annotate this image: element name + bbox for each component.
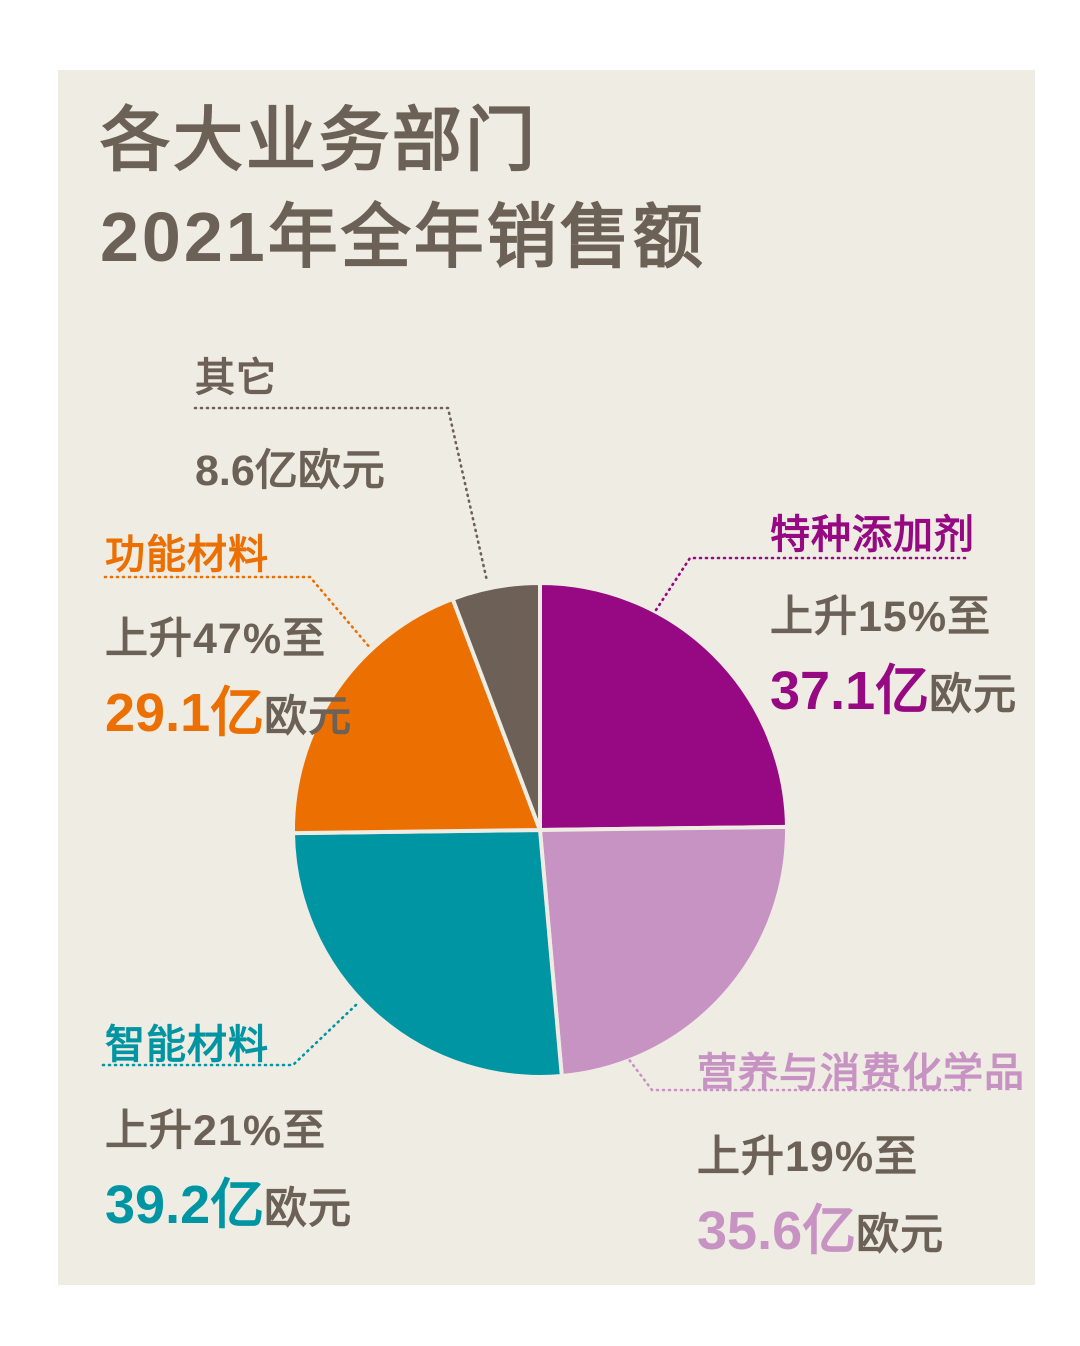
callout-nutrition-consumer-chemicals: 营养与消费化学品 上升19%至 35.6亿欧元: [697, 1040, 1025, 1265]
pie-slice-1: [538, 824, 790, 1078]
pie-slice-0: [538, 581, 789, 832]
callout-functional-materials: 功能材料 上升47%至 29.1亿欧元: [105, 522, 352, 747]
callout-functional-label: 功能材料: [105, 533, 269, 577]
callout-nutrition-suffix: 欧元: [856, 1211, 945, 1259]
callout-other-amount: 8.6亿: [195, 447, 298, 495]
callout-specialty-value: 37.1亿欧元: [770, 646, 1017, 725]
chart-title-line2: 2021年全年销售额: [100, 198, 706, 276]
callout-specialty-amount: 37.1亿: [770, 661, 930, 721]
callout-smart-rise: 上升21%至: [105, 1107, 327, 1155]
leader-line-0: [654, 556, 967, 612]
callout-specialty-additives: 特种添加剂 上升15%至 37.1亿欧元: [770, 502, 1017, 725]
callout-functional-value: 29.1亿欧元: [105, 668, 352, 747]
callout-nutrition-label: 营养与消费化学品: [697, 1051, 1025, 1095]
leader-line-3: [103, 575, 373, 651]
callout-nutrition-amount: 35.6亿: [697, 1201, 857, 1261]
chart-title: 各大业务部门 2021年全年销售额: [100, 92, 706, 286]
callout-other-suffix: 欧元: [297, 447, 386, 495]
callout-nutrition-rise: 上升19%至: [697, 1133, 919, 1181]
callout-smart-suffix: 欧元: [264, 1185, 353, 1233]
callout-other-label: 其它: [195, 356, 277, 400]
callout-specialty-label: 特种添加剂: [770, 513, 975, 557]
callout-other-value: 8.6亿欧元: [195, 436, 386, 498]
callout-smart-value: 39.2亿欧元: [105, 1160, 352, 1239]
callout-functional-suffix: 欧元: [264, 693, 353, 741]
callout-functional-amount: 29.1亿: [105, 683, 265, 743]
leader-line-1: [619, 1047, 972, 1092]
callout-specialty-rise: 上升15%至: [770, 593, 992, 641]
pie-slice-3: [290, 596, 542, 836]
callout-other: 其它 8.6亿欧元: [195, 345, 386, 498]
callout-smart-label: 智能材料: [105, 1023, 269, 1067]
callout-specialty-suffix: 欧元: [929, 671, 1018, 719]
pie-slice-4: [450, 580, 542, 832]
pie-slice-2: [291, 828, 564, 1079]
callout-functional-rise: 上升47%至: [105, 615, 327, 663]
leader-line-4: [193, 406, 489, 583]
callout-smart-amount: 39.2亿: [105, 1175, 265, 1235]
chart-title-line1: 各大业务部门: [100, 101, 538, 179]
callout-nutrition-value: 35.6亿欧元: [697, 1186, 1025, 1265]
callout-smart-materials: 智能材料 上升21%至 39.2亿欧元: [105, 1012, 352, 1239]
